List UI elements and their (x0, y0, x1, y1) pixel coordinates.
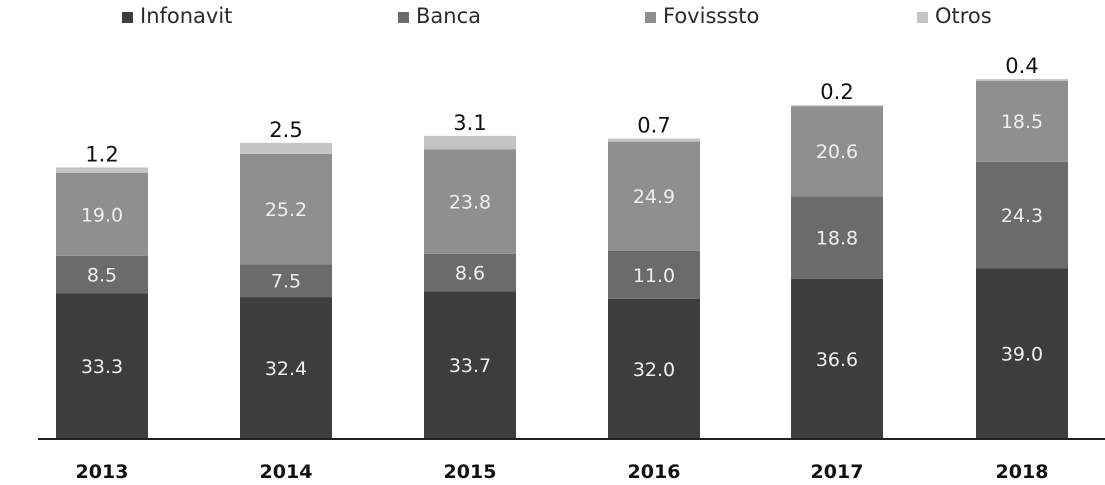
legend-swatch-otros (917, 12, 928, 23)
top-labels-group: 1.2 2.5 3.1 0.7 0.2 0.4 (85, 54, 1038, 166)
value-label-banca-2017: 18.8 (816, 228, 858, 250)
legend-swatch-banca (398, 12, 409, 23)
category-label-2018: 2018 (996, 461, 1049, 483)
category-label-2013: 2013 (76, 461, 129, 483)
value-label-infonavit-2015: 33.7 (449, 355, 491, 377)
category-label-2017: 2017 (811, 461, 864, 483)
legend-label-infonavit: Infonavit (140, 4, 232, 28)
bars-group: 33.3 8.5 19.0 32.4 7.5 25.2 33.7 8.6 23.8 32.0 11.… (56, 78, 1068, 439)
value-label-fovissste-2018: 18.5 (1001, 111, 1043, 133)
bar-fovissste-2017 (791, 106, 883, 197)
bar-fovissste-2014 (240, 153, 332, 265)
value-label-otros-2013: 1.2 (85, 142, 118, 166)
value-label-fovissste-2017: 20.6 (816, 141, 858, 163)
value-label-otros-2016: 0.7 (637, 114, 670, 138)
legend-swatch-infonavit (122, 12, 133, 23)
value-label-infonavit-2018: 39.0 (1001, 344, 1043, 366)
value-label-fovissste-2016: 24.9 (633, 186, 675, 208)
value-label-infonavit-2016: 32.0 (633, 359, 675, 381)
legend-label-otros: Otros (935, 4, 992, 28)
bar-infonavit-2018 (976, 268, 1068, 439)
legend-label-fovissste: Fovisssto (663, 4, 759, 28)
category-label-2016: 2016 (628, 461, 681, 483)
bar-otros-2014 (240, 142, 332, 154)
bar-infonavit-2013 (56, 293, 148, 439)
category-label-2015: 2015 (444, 461, 497, 483)
value-label-banca-2014: 7.5 (271, 271, 301, 293)
legend-label-banca: Banca (416, 4, 481, 28)
bar-fovissste-2018 (976, 80, 1068, 162)
value-label-fovissste-2015: 23.8 (449, 192, 491, 214)
bar-fovissste-2013 (56, 172, 148, 256)
value-label-banca-2016: 11.0 (633, 265, 675, 287)
value-label-infonavit-2013: 33.3 (81, 356, 123, 378)
bar-otros-2013 (56, 167, 148, 173)
legend-swatch-fovissste (645, 12, 656, 23)
value-label-infonavit-2017: 36.6 (816, 349, 858, 371)
bar-banca-2013 (56, 255, 148, 294)
value-label-otros-2017: 0.2 (820, 80, 853, 104)
bar-banca-2015 (424, 253, 516, 292)
bar-banca-2016 (608, 250, 700, 299)
value-label-infonavit-2014: 32.4 (265, 358, 307, 380)
value-label-banca-2018: 24.3 (1001, 205, 1043, 227)
value-label-banca-2013: 8.5 (87, 265, 117, 287)
bar-otros-2017 (791, 105, 883, 107)
bar-fovissste-2015 (424, 149, 516, 254)
bar-infonavit-2016 (608, 298, 700, 439)
value-label-otros-2014: 2.5 (269, 118, 302, 142)
value-label-fovissste-2013: 19.0 (81, 204, 123, 226)
category-labels-group: 2013 2014 2015 2016 2017 2018 (76, 461, 1049, 483)
value-label-otros-2018: 0.4 (1005, 54, 1038, 78)
bar-otros-2018 (976, 78, 1068, 81)
bar-banca-2014 (240, 264, 332, 298)
bar-fovissste-2016 (608, 141, 700, 251)
bar-banca-2018 (976, 161, 1068, 269)
bar-otros-2015 (424, 135, 516, 150)
bar-infonavit-2015 (424, 291, 516, 439)
value-label-otros-2015: 3.1 (453, 111, 486, 135)
bar-otros-2016 (608, 138, 700, 142)
bar-infonavit-2014 (240, 297, 332, 439)
bar-infonavit-2017 (791, 278, 883, 439)
legend: Infonavit Banca Fovisssto Otros (122, 4, 992, 28)
bar-banca-2017 (791, 196, 883, 279)
value-label-fovissste-2014: 25.2 (265, 199, 307, 221)
category-label-2014: 2014 (260, 461, 313, 483)
value-label-banca-2015: 8.6 (455, 263, 485, 285)
